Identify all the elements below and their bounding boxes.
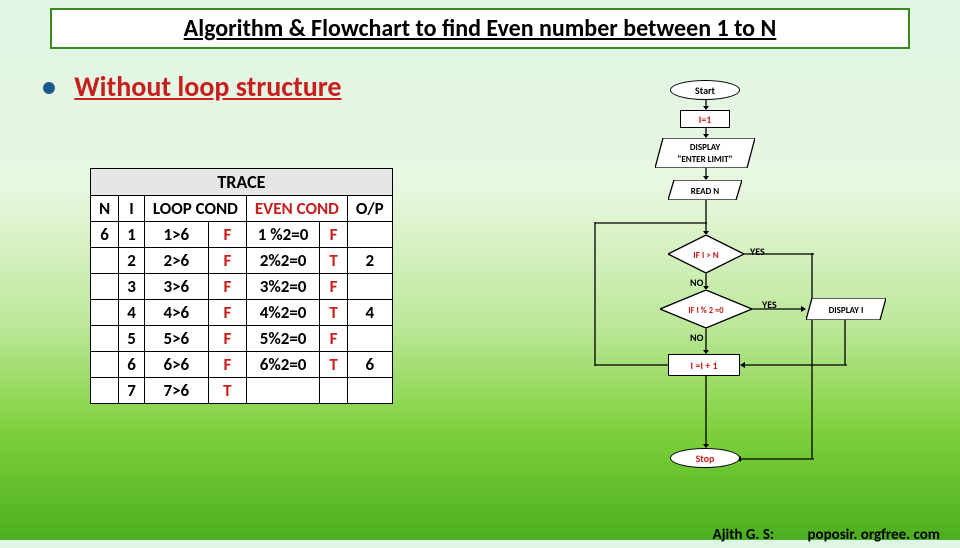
cell: 3>6 xyxy=(144,274,208,300)
cell: T xyxy=(320,352,348,378)
cell: 3 xyxy=(119,274,145,300)
cell: F xyxy=(208,248,246,274)
subtitle-text: Without loop structure xyxy=(74,69,341,104)
cell: T xyxy=(320,248,348,274)
footer: Ajith G. S: poposir. orgfree. com xyxy=(713,526,940,544)
flow-read: READ N xyxy=(668,180,742,200)
no-1: NO xyxy=(690,276,703,289)
col-even: EVEN COND xyxy=(246,196,347,222)
svg-text:"ENTER LIMIT": "ENTER LIMIT" xyxy=(677,154,732,165)
cell: 1 %2=0 xyxy=(246,222,319,248)
cell: F xyxy=(320,274,348,300)
cell xyxy=(91,248,119,274)
flow-inc: I =I + 1 xyxy=(668,354,740,376)
cell: T xyxy=(320,300,348,326)
flow-display: DISPLAY"ENTER LIMIT" xyxy=(655,138,755,168)
footer-site: poposir. orgfree. com xyxy=(807,526,940,544)
col-i: I xyxy=(119,196,145,222)
op-cell: 6 xyxy=(347,352,392,378)
cell xyxy=(91,326,119,352)
flow-init: I=1 xyxy=(680,110,730,128)
col-n: N xyxy=(91,196,119,222)
cell: 2>6 xyxy=(144,248,208,274)
cell: 6>6 xyxy=(144,352,208,378)
cell: F xyxy=(208,274,246,300)
flowchart: Start I=1 DISPLAY"ENTER LIMIT" READ N IF… xyxy=(540,80,920,500)
cell: 6 xyxy=(119,352,145,378)
cell: T xyxy=(208,378,246,404)
cell: F xyxy=(320,222,348,248)
table-row: 77>6T xyxy=(91,378,393,404)
flow-cond2: IF I % 2 =0 xyxy=(660,290,752,328)
cell: 5%2=0 xyxy=(246,326,319,352)
col-loop: LOOP COND xyxy=(144,196,246,222)
yes-1: YES xyxy=(750,245,765,258)
col-op: O/P xyxy=(347,196,392,222)
cell: 5>6 xyxy=(144,326,208,352)
title-text: Algorithm & Flowchart to find Even numbe… xyxy=(184,14,777,43)
cell: 4>6 xyxy=(144,300,208,326)
cell xyxy=(91,300,119,326)
table-row: 611>6F1 %2=0F xyxy=(91,222,393,248)
cell: 2 xyxy=(119,248,145,274)
cell: 4%2=0 xyxy=(246,300,319,326)
cell: 6%2=0 xyxy=(246,352,319,378)
op-cell xyxy=(347,378,392,404)
cell: 7 xyxy=(119,378,145,404)
table-row: 22>6F2%2=0T2 xyxy=(91,248,393,274)
cell: F xyxy=(208,300,246,326)
cell: F xyxy=(208,222,246,248)
op-cell xyxy=(347,222,392,248)
op-cell xyxy=(347,326,392,352)
cell: F xyxy=(208,326,246,352)
svg-text:IF I % 2 =0: IF I % 2 =0 xyxy=(688,306,724,316)
svg-text:DISPLAY: DISPLAY xyxy=(690,142,721,153)
cell xyxy=(320,378,348,404)
cell xyxy=(246,378,319,404)
flow-start: Start xyxy=(670,80,740,100)
trace-table: TRACE N I LOOP COND EVEN COND O/P 611>6F… xyxy=(90,168,393,404)
no-2: NO xyxy=(690,331,703,344)
bullet-icon: • xyxy=(42,69,56,104)
svg-text:IF I > N: IF I > N xyxy=(693,250,719,261)
cell: 1 xyxy=(119,222,145,248)
title-bar: Algorithm & Flowchart to find Even numbe… xyxy=(50,8,910,49)
op-cell xyxy=(347,274,392,300)
table-row: 44>6F4%2=0T4 xyxy=(91,300,393,326)
footer-author: Ajith G. S: xyxy=(713,526,774,544)
cell xyxy=(91,378,119,404)
table-row: 66>6F6%2=0T6 xyxy=(91,352,393,378)
op-cell: 4 xyxy=(347,300,392,326)
op-cell: 2 xyxy=(347,248,392,274)
cell: 6 xyxy=(91,222,119,248)
cell: 1>6 xyxy=(144,222,208,248)
flow-cond1: IF I > N xyxy=(668,235,744,273)
svg-text:DISPLAY I: DISPLAY I xyxy=(829,305,864,316)
table-row: 55>6F5%2=0F xyxy=(91,326,393,352)
svg-text:READ N: READ N xyxy=(691,186,720,197)
cell: F xyxy=(320,326,348,352)
cell: 7>6 xyxy=(144,378,208,404)
cell: 2%2=0 xyxy=(246,248,319,274)
cell: 3%2=0 xyxy=(246,274,319,300)
content-area: TRACE N I LOOP COND EVEN COND O/P 611>6F… xyxy=(90,168,393,404)
cell: 4 xyxy=(119,300,145,326)
table-row: 33>6F3%2=0F xyxy=(91,274,393,300)
trace-header: TRACE xyxy=(91,169,393,196)
cell: 5 xyxy=(119,326,145,352)
cell: F xyxy=(208,352,246,378)
flow-stop: Stop xyxy=(670,448,740,468)
flow-disp-i: DISPLAY I xyxy=(806,298,886,320)
cell xyxy=(91,352,119,378)
cell xyxy=(91,274,119,300)
